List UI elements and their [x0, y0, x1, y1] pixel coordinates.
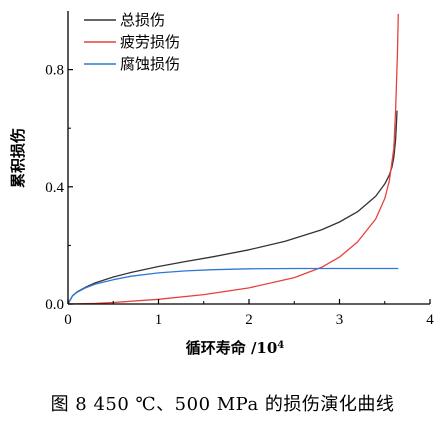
- y-tick-label: 0.8: [45, 63, 64, 79]
- series-line-2: [67, 13, 399, 305]
- tick-marks: [67, 68, 431, 305]
- series-line-3: [67, 267, 399, 305]
- x-tick-label: 1: [155, 312, 163, 328]
- x-tick-label: 3: [336, 312, 344, 328]
- y-tick-label: 0.4: [45, 180, 64, 196]
- x-tick-label: 0: [64, 312, 72, 328]
- x-tick-label: 4: [426, 312, 434, 328]
- tick-labels: 0 1 2 3 4 0.0 0.4 0.8: [45, 63, 434, 328]
- series-lines: [67, 13, 399, 305]
- figure-caption: 图 8 450 ℃、500 MPa 的损伤演化曲线: [50, 394, 395, 415]
- legend-label-2: 疲劳损伤: [120, 33, 180, 51]
- x-axis-label-exponent: 4: [277, 340, 284, 351]
- x-axis-label: 循环寿命 /104: [186, 339, 285, 357]
- legend-label-3: 腐蚀损伤: [120, 55, 180, 73]
- x-tick-label: 2: [245, 312, 253, 328]
- legend-label-1: 总损伤: [120, 11, 165, 29]
- series-line-1: [67, 110, 398, 305]
- y-tick-label: 0.0: [45, 297, 64, 313]
- y-axis-label: 累积损伤: [9, 128, 27, 188]
